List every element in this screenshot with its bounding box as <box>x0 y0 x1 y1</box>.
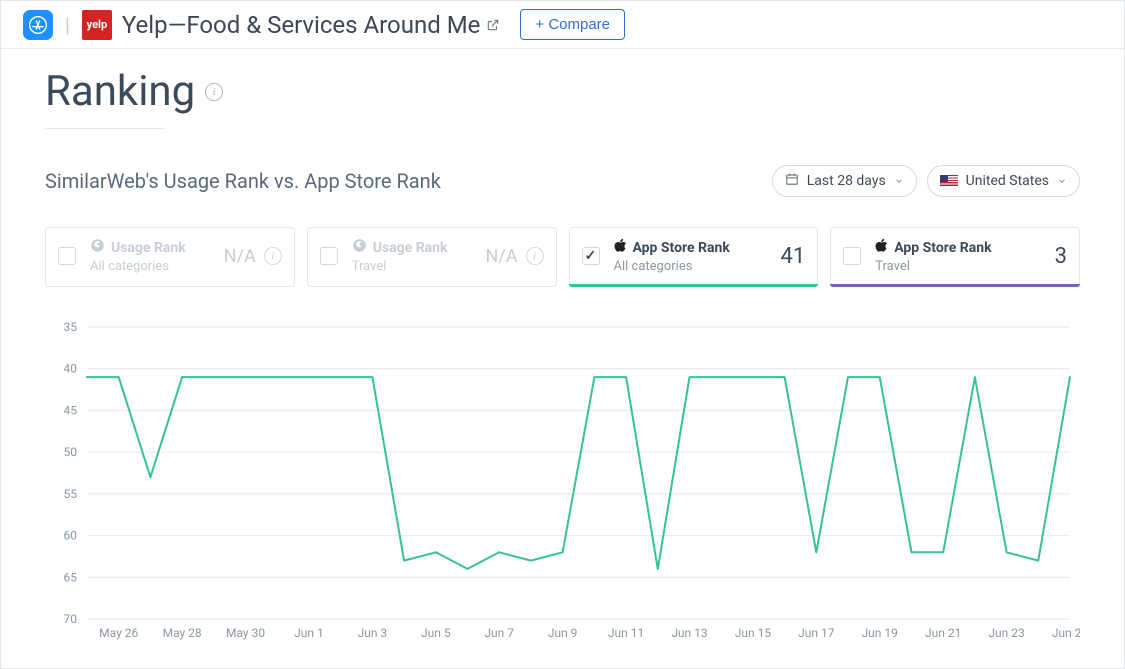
svg-text:50: 50 <box>64 445 78 459</box>
metric-underline <box>830 284 1080 287</box>
svg-text:May 26: May 26 <box>99 626 138 640</box>
external-link-icon[interactable] <box>486 18 500 32</box>
app-ranking-panel: | yelp Yelp—Food & Services Around Me + … <box>0 0 1125 669</box>
metric-card-store-travel[interactable]: App Store Rank Travel3 <box>830 227 1080 287</box>
metric-subtitle: Travel <box>352 259 486 274</box>
svg-text:Jun 13: Jun 13 <box>671 626 707 640</box>
metric-title: App Store Rank <box>633 240 730 256</box>
chevron-down-icon <box>1057 176 1067 186</box>
metric-texts: Usage Rank All categories <box>90 238 224 274</box>
metric-checkbox[interactable] <box>582 247 600 265</box>
info-icon[interactable]: i <box>205 83 223 101</box>
us-flag-icon <box>940 175 958 187</box>
metric-checkbox[interactable] <box>843 247 861 265</box>
svg-text:35: 35 <box>64 320 78 334</box>
metric-texts: Usage Rank Travel <box>352 238 486 274</box>
metric-texts: App Store Rank Travel <box>875 238 1054 274</box>
chevron-down-icon <box>894 176 904 186</box>
svg-text:Jun 17: Jun 17 <box>798 626 835 640</box>
metric-title: Usage Rank <box>373 240 448 256</box>
svg-text:60: 60 <box>64 529 78 543</box>
metric-subtitle: All categories <box>90 259 224 274</box>
metric-card-usage-all[interactable]: Usage Rank All categoriesN/A i <box>45 227 295 287</box>
app-title-text: Yelp—Food & Services Around Me <box>122 11 481 39</box>
rank-chart: 35 40 45 50 55 60 65 70 May 26 May 28 May 30 Jun 1 J… <box>45 317 1080 651</box>
compare-button[interactable]: + Compare <box>520 9 625 40</box>
rank-chart-svg: 35 40 45 50 55 60 65 70 May 26 May 28 May 30 Jun 1 J… <box>45 317 1080 647</box>
separator: | <box>65 13 70 37</box>
metric-card-store-all[interactable]: App Store Rank All categories41 <box>569 227 819 287</box>
svg-text:Jun 11: Jun 11 <box>608 626 644 640</box>
svg-text:Jun 5: Jun 5 <box>421 626 451 640</box>
apple-icon <box>614 238 627 257</box>
page-title-text: Ranking <box>45 67 195 116</box>
chart-subtitle: SimilarWeb's Usage Rank vs. App Store Ra… <box>45 169 441 193</box>
country-filter[interactable]: United States <box>927 165 1080 197</box>
similarweb-icon <box>90 238 105 257</box>
main-content: Ranking i SimilarWeb's Usage Rank vs. Ap… <box>1 49 1124 651</box>
svg-text:40: 40 <box>64 362 78 376</box>
svg-text:70: 70 <box>64 612 78 626</box>
metric-card-usage-travel[interactable]: Usage Rank TravelN/A i <box>307 227 557 287</box>
metric-checkbox[interactable] <box>58 247 76 265</box>
svg-text:Jun 7: Jun 7 <box>484 626 514 640</box>
metric-value: 3 <box>1055 244 1067 269</box>
svg-text:Jun 1: Jun 1 <box>294 626 324 640</box>
appstore-icon <box>23 10 53 40</box>
date-range-label: Last 28 days <box>807 173 886 189</box>
title-underline <box>45 128 165 129</box>
yelp-icon: yelp <box>82 10 112 40</box>
metric-title: App Store Rank <box>894 240 991 256</box>
svg-text:Jun 25: Jun 25 <box>1052 626 1080 640</box>
filter-group: Last 28 days United States <box>772 165 1080 197</box>
svg-text:65: 65 <box>64 570 78 584</box>
metric-subtitle: Travel <box>875 259 1054 274</box>
app-title: Yelp—Food & Services Around Me <box>122 11 501 39</box>
metric-texts: App Store Rank All categories <box>614 238 781 274</box>
svg-text:May 28: May 28 <box>163 626 202 640</box>
svg-text:45: 45 <box>64 403 78 417</box>
subheader-row: SimilarWeb's Usage Rank vs. App Store Ra… <box>45 165 1080 197</box>
svg-text:Jun 23: Jun 23 <box>988 626 1024 640</box>
svg-text:55: 55 <box>64 487 78 501</box>
svg-text:Jun 9: Jun 9 <box>548 626 578 640</box>
apple-icon <box>875 238 888 257</box>
metric-title: Usage Rank <box>111 240 186 256</box>
calendar-icon <box>785 172 799 190</box>
metric-subtitle: All categories <box>614 259 781 274</box>
metric-value: N/A <box>485 246 517 267</box>
metric-underline <box>569 284 819 287</box>
date-range-filter[interactable]: Last 28 days <box>772 165 917 197</box>
metric-value: 41 <box>781 244 806 269</box>
svg-text:Jun 19: Jun 19 <box>862 626 898 640</box>
metric-checkbox[interactable] <box>320 247 338 265</box>
info-icon[interactable]: i <box>264 247 282 265</box>
svg-text:May 30: May 30 <box>226 626 265 640</box>
svg-text:Jun 21: Jun 21 <box>925 626 961 640</box>
info-icon[interactable]: i <box>526 247 544 265</box>
page-title: Ranking i <box>45 67 1080 116</box>
svg-text:Jun 15: Jun 15 <box>735 626 772 640</box>
similarweb-icon <box>352 238 367 257</box>
country-label: United States <box>966 173 1049 189</box>
metric-value: N/A <box>224 246 256 267</box>
metric-cards: Usage RankAll categoriesN/AiUsage RankTr… <box>45 227 1080 287</box>
header-bar: | yelp Yelp—Food & Services Around Me + … <box>1 1 1124 49</box>
svg-text:Jun 3: Jun 3 <box>358 626 388 640</box>
